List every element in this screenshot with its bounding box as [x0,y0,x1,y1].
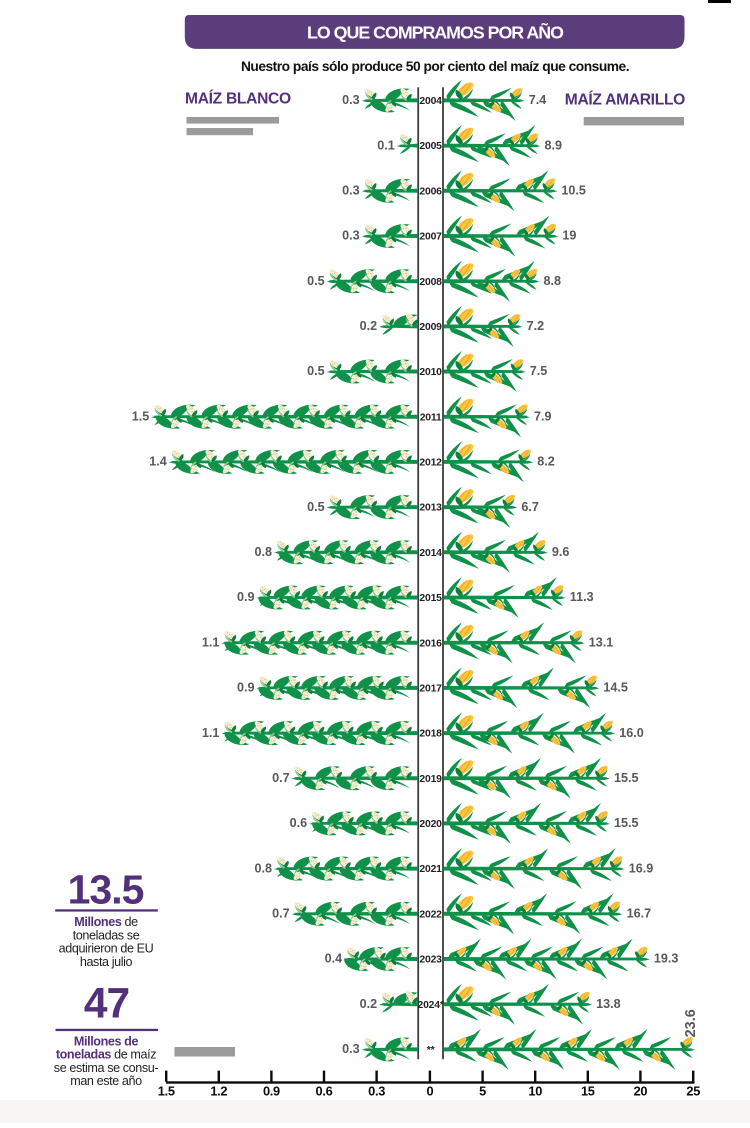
svg-text:0.7: 0.7 [272,771,290,785]
svg-text:16.0: 16.0 [619,726,644,740]
svg-text:7.4: 7.4 [529,93,547,107]
svg-text:0.5: 0.5 [307,500,325,514]
svg-text:hasta julio: hasta julio [80,955,133,969]
svg-text:2024*: 2024* [418,1000,445,1011]
svg-text:0.9: 0.9 [263,1083,280,1098]
svg-text:Nuestro país sólo produce 50 p: Nuestro país sólo produce 50 por ciento … [241,59,629,74]
svg-text:2007: 2007 [419,232,442,243]
svg-text:adquirieron de EU: adquirieron de EU [59,942,154,956]
svg-text:2009: 2009 [419,322,442,333]
svg-text:1.4: 1.4 [149,455,167,469]
svg-text:5: 5 [479,1083,486,1098]
svg-text:0: 0 [426,1083,433,1098]
svg-text:1.5: 1.5 [132,409,150,423]
svg-text:11.3: 11.3 [570,590,594,604]
svg-text:1.2: 1.2 [210,1083,227,1098]
svg-text:7.9: 7.9 [534,409,552,423]
svg-text:1.1: 1.1 [202,635,220,649]
svg-text:2016: 2016 [419,638,442,649]
svg-text:2022: 2022 [419,909,442,920]
svg-text:2013: 2013 [419,503,442,514]
svg-text:13.1: 13.1 [589,635,614,649]
svg-text:8.2: 8.2 [537,455,555,469]
svg-text:15.5: 15.5 [614,816,639,830]
svg-text:MAÍZ AMARILLO: MAÍZ AMARILLO [565,90,685,109]
svg-text:2019: 2019 [419,774,442,785]
svg-text:2012: 2012 [419,458,442,469]
svg-text:2023: 2023 [419,955,442,966]
svg-text:2020: 2020 [419,819,442,830]
svg-text:2005: 2005 [419,141,442,152]
svg-text:16.9: 16.9 [629,861,654,875]
svg-text:16.7: 16.7 [627,907,652,921]
svg-text:9.6: 9.6 [552,545,570,559]
svg-text:0.3: 0.3 [342,93,360,107]
svg-text:Millones de: Millones de [74,1034,139,1048]
svg-text:se estima se consu-: se estima se consu- [54,1061,159,1075]
svg-text:1.1: 1.1 [202,726,220,740]
svg-text:14.5: 14.5 [603,681,628,695]
svg-text:6.7: 6.7 [521,500,539,514]
svg-text:0.3: 0.3 [342,184,360,198]
svg-text:2021: 2021 [419,864,442,875]
svg-text:0.8: 0.8 [254,545,272,559]
svg-text:0.3: 0.3 [342,229,360,243]
svg-text:25: 25 [686,1083,700,1098]
svg-text:10.5: 10.5 [561,184,586,198]
svg-text:**: ** [427,1045,436,1056]
svg-text:23.6: 23.6 [683,1009,699,1037]
svg-text:0.8: 0.8 [254,861,272,875]
svg-text:0.4: 0.4 [325,952,343,966]
svg-text:LO QUE COMPRAMOS POR AÑO: LO QUE COMPRAMOS POR AÑO [307,22,564,43]
svg-text:2015: 2015 [419,593,442,604]
svg-text:13.5: 13.5 [68,867,144,913]
svg-text:15.5: 15.5 [614,771,639,785]
svg-text:2017: 2017 [419,684,442,695]
svg-text:0.5: 0.5 [307,364,325,378]
svg-text:10: 10 [528,1083,542,1098]
svg-text:0.3: 0.3 [368,1083,385,1098]
svg-text:0.2: 0.2 [360,997,378,1011]
svg-text:MAÍZ BLANCO: MAÍZ BLANCO [185,89,291,108]
svg-text:0.7: 0.7 [272,907,290,921]
svg-text:2004: 2004 [419,96,442,107]
svg-text:0.1: 0.1 [377,138,395,152]
svg-text:toneladas se: toneladas se [73,928,140,942]
svg-text:toneladas de maíz: toneladas de maíz [56,1048,156,1062]
svg-text:8.9: 8.9 [545,138,563,152]
svg-text:2014: 2014 [419,548,442,559]
svg-text:15: 15 [581,1083,595,1098]
svg-text:0.2: 0.2 [360,319,378,333]
svg-text:2011: 2011 [420,412,442,423]
svg-text:0.5: 0.5 [307,274,325,288]
svg-text:13.8: 13.8 [596,997,621,1011]
svg-text:0.9: 0.9 [237,590,255,604]
svg-text:2010: 2010 [419,367,442,378]
svg-text:0.9: 0.9 [237,681,255,695]
svg-text:7.5: 7.5 [530,364,548,378]
svg-text:2018: 2018 [419,729,442,740]
svg-text:19: 19 [562,229,576,243]
svg-text:Millones de: Millones de [74,915,138,929]
svg-text:1.5: 1.5 [158,1083,175,1098]
svg-text:0.6: 0.6 [290,816,308,830]
svg-text:man este año: man este año [70,1074,142,1088]
svg-text:20: 20 [634,1083,648,1098]
svg-text:7.2: 7.2 [527,319,545,333]
svg-text:0.6: 0.6 [316,1083,333,1098]
svg-text:2008: 2008 [419,277,442,288]
svg-text:0.3: 0.3 [342,1042,360,1056]
svg-text:8.8: 8.8 [544,274,562,288]
svg-text:2006: 2006 [419,186,442,197]
svg-text:19.3: 19.3 [654,952,679,966]
svg-text:47: 47 [84,981,129,1028]
